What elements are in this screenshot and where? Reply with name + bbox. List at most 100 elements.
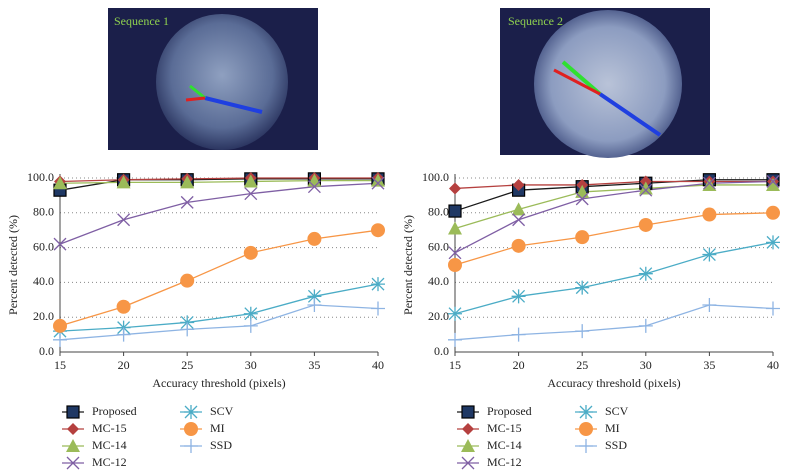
marker [117, 213, 131, 227]
y-tick-label: 0.0 [434, 344, 449, 358]
series-line [59, 182, 379, 245]
marker [511, 327, 526, 342]
legend-label: MI [210, 421, 225, 435]
image-2: Sequence 2 [500, 8, 710, 158]
y-tick-label: 40.0 [428, 274, 449, 288]
legend-label: SCV [605, 404, 629, 418]
marker [53, 332, 67, 347]
marker [243, 174, 258, 188]
x-tick-label: 40 [372, 358, 384, 372]
y-tick-label: 0.0 [39, 344, 54, 358]
marker [244, 187, 258, 201]
marker [702, 176, 716, 190]
marker [116, 175, 131, 189]
series-line [59, 179, 378, 184]
legend-label: MC-12 [92, 455, 127, 469]
series-line [59, 177, 378, 183]
x-tick-label: 40 [767, 358, 779, 372]
series-line [454, 184, 773, 230]
marker [307, 298, 322, 313]
marker [512, 178, 525, 191]
image-1: Sequence 1 [108, 8, 318, 150]
y-tick-label: 80.0 [428, 205, 449, 219]
marker [702, 177, 717, 191]
marker [579, 422, 593, 436]
marker [66, 456, 80, 470]
x-tick-label: 15 [449, 358, 461, 372]
marker [462, 423, 474, 435]
marker [67, 423, 79, 435]
marker [461, 439, 475, 452]
legend-label: MI [605, 421, 620, 435]
marker [243, 318, 258, 333]
marker [184, 405, 198, 419]
marker [307, 231, 322, 246]
series-line [454, 241, 774, 315]
series-line [59, 283, 379, 332]
marker [638, 318, 653, 333]
y-tick-label: 80.0 [33, 205, 54, 219]
series-line [454, 180, 773, 190]
marker [180, 273, 195, 288]
x-tick-label: 25 [576, 358, 588, 372]
marker [702, 207, 717, 222]
marker [511, 238, 526, 253]
x-tick-label: 30 [640, 358, 652, 372]
marker [243, 245, 258, 260]
y-axis-label: Percent detected (%) [6, 215, 20, 315]
series-line [59, 178, 378, 191]
marker [766, 175, 780, 188]
y-axis-label: Percent detected (%) [401, 215, 415, 315]
marker [575, 280, 590, 295]
x-tick-label: 30 [245, 358, 257, 372]
x-tick-label: 20 [118, 358, 130, 372]
series-line [59, 229, 379, 327]
marker [639, 183, 653, 197]
marker [66, 405, 80, 419]
marker [180, 322, 195, 337]
marker [579, 405, 593, 419]
marker [371, 173, 385, 187]
y-tick-label: 60.0 [33, 239, 54, 253]
marker [579, 439, 593, 453]
marker [448, 246, 462, 260]
marker [638, 266, 653, 281]
marker [766, 301, 780, 316]
marker [116, 327, 131, 342]
series-line [454, 179, 773, 212]
x-axis-label: Accuracy threshold (pixels) [152, 376, 285, 390]
legend-label: MC-15 [487, 421, 522, 435]
marker [53, 318, 67, 333]
image-label: Sequence 2 [508, 14, 563, 28]
marker [766, 235, 780, 250]
x-tick-label: 35 [703, 358, 715, 372]
x-tick-label: 25 [181, 358, 193, 372]
marker [307, 180, 321, 194]
marker [180, 175, 195, 189]
marker [180, 195, 194, 209]
legend-label: MC-12 [487, 455, 522, 469]
y-tick-label: 40.0 [33, 274, 54, 288]
marker [702, 298, 717, 313]
marker [448, 332, 462, 347]
marker [448, 258, 462, 272]
marker [575, 192, 589, 206]
marker [511, 289, 526, 304]
y-tick-label: 100.0 [27, 170, 54, 184]
marker [53, 176, 67, 190]
marker [638, 217, 653, 232]
marker [461, 405, 475, 419]
series-line [59, 304, 379, 341]
legend-label: SSD [605, 438, 627, 452]
marker [184, 439, 198, 453]
marker [512, 213, 526, 227]
marker [116, 299, 131, 314]
marker [448, 306, 462, 321]
marker [766, 177, 780, 191]
marker [371, 223, 385, 238]
x-axis-label: Accuracy threshold (pixels) [547, 376, 680, 390]
marker [184, 422, 198, 436]
legend-label: Proposed [487, 404, 532, 418]
x-tick-label: 15 [54, 358, 66, 372]
